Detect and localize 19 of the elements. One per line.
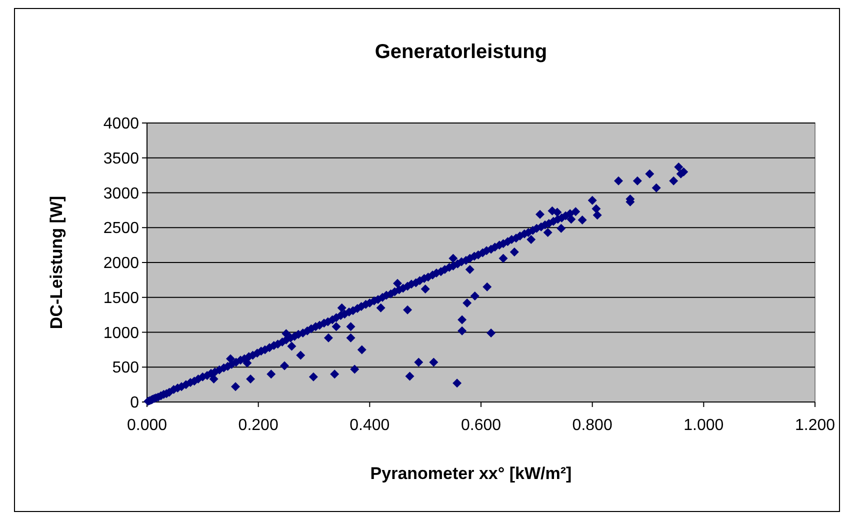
- y-tick-label: 500: [112, 360, 140, 377]
- y-tick-label: 3000: [103, 185, 140, 202]
- y-tick-label: 3500: [103, 150, 140, 168]
- y-tick-label: 1500: [103, 290, 140, 307]
- x-tick-label: 1.000: [684, 417, 724, 434]
- y-tick-label: 1000: [103, 324, 140, 342]
- chart-title: Generatorleistung: [374, 41, 548, 63]
- y-tick-label: 2000: [103, 255, 140, 272]
- x-tick-label: 0.200: [238, 417, 278, 434]
- y-tick-label: 0: [130, 394, 140, 412]
- y-axis-title: DC-Leistung [W]: [47, 196, 66, 330]
- x-tick-label: 0.600: [460, 417, 502, 434]
- x-axis-title: Pyranometer xx° [kW/m²]: [370, 464, 572, 483]
- x-tick-label: 1.200: [794, 417, 836, 434]
- x-tick-label: 0.800: [572, 417, 612, 434]
- x-tick-label: 0.400: [350, 417, 390, 434]
- x-tick-label: 0.000: [126, 417, 168, 434]
- y-tick-label: 4000: [103, 116, 140, 133]
- y-tick-label: 2500: [103, 220, 140, 238]
